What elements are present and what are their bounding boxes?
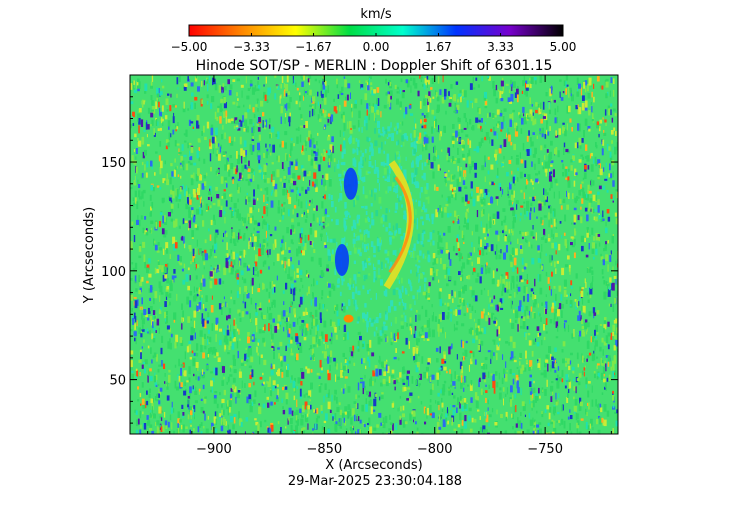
y-axis-label: Y (Arcseconds) (82, 207, 97, 304)
y-tick-label: 50 (109, 374, 126, 389)
x-tick-label: −800 (417, 442, 453, 457)
chart-title: Hinode SOT/SP - MERLIN : Doppler Shift o… (196, 58, 553, 74)
x-axis-ticks: −900 −850 −800 −750 (147, 75, 612, 457)
y-tick-label: 150 (101, 156, 126, 171)
doppler-feature (343, 167, 358, 200)
y-tick-label: 100 (101, 265, 126, 280)
colorbar-tick-label: 1.67 (425, 40, 452, 54)
colorbar-ticks: −5.00 −3.33 −1.67 0.00 1.67 3.33 5.00 (171, 33, 577, 54)
doppler-feature (343, 314, 354, 323)
y-axis-ticks: 50 100 150 (101, 96, 618, 424)
colorbar-tick-label: 3.33 (487, 40, 514, 54)
x-tick-label: −750 (527, 442, 563, 457)
doppler-feature (334, 243, 349, 276)
colorbar-tick-label: −3.33 (233, 40, 270, 54)
x-axis-label: X (Arcseconds) (325, 458, 422, 473)
plot-frame (129, 74, 619, 435)
doppler-feature (388, 176, 412, 274)
x-tick-label: −900 (196, 442, 232, 457)
x-tick-label: −850 (306, 442, 342, 457)
colorbar-tick-label: 0.00 (363, 40, 390, 54)
colorbar-tick-label: −1.67 (295, 40, 332, 54)
colorbar-tick-label: −5.00 (171, 40, 208, 54)
colorbar-label: km/s (360, 7, 392, 22)
doppler-map (130, 75, 618, 434)
colorbar-tick-label: 5.00 (550, 40, 577, 54)
timestamp: 29-Mar-2025 23:30:04.188 (288, 474, 462, 489)
